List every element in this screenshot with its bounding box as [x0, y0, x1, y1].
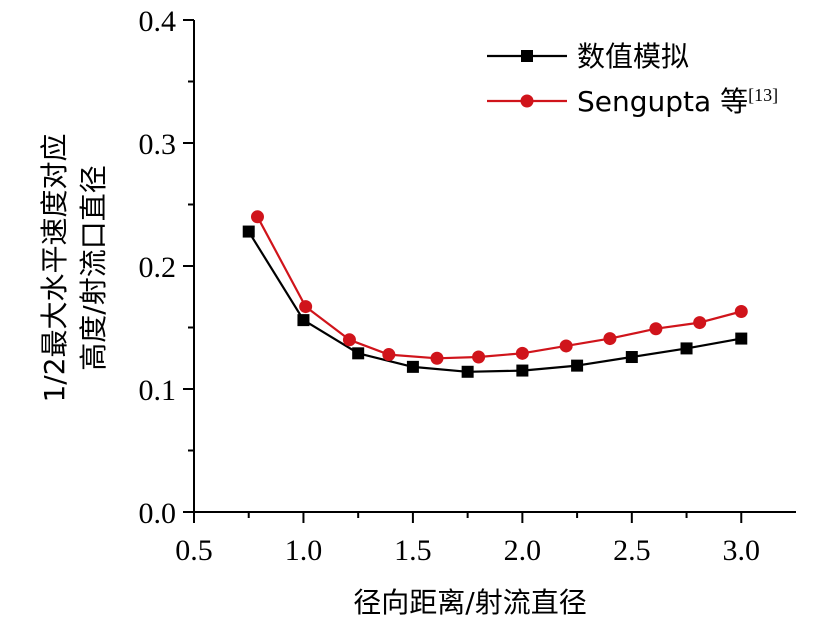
legend-label: 数值模拟 [577, 40, 689, 73]
y-tick-label: 0.2 [139, 251, 177, 284]
x-tick-label: 2.5 [613, 534, 651, 567]
data-point [735, 332, 748, 345]
data-point [515, 346, 529, 360]
data-point [734, 305, 748, 319]
data-point [625, 351, 638, 364]
legend-marker [521, 50, 533, 62]
data-point [297, 314, 310, 327]
data-point [472, 350, 486, 364]
data-point [250, 210, 264, 224]
legend-item-2: Sengupta 等[13] [487, 85, 778, 118]
ticks [183, 19, 743, 523]
x-tick-label: 3.0 [723, 534, 761, 567]
x-axis-title: 径向距离/射流直径 [353, 586, 586, 619]
series-2 [250, 210, 748, 365]
data-point [461, 365, 474, 378]
series-line [256, 216, 742, 360]
data-point [242, 225, 255, 238]
data-point [352, 347, 365, 360]
data-point [680, 342, 693, 355]
x-tick-label: 2.0 [504, 534, 542, 567]
legend-marker [520, 94, 534, 108]
y-tick-label: 0.3 [139, 128, 177, 161]
data-point [342, 333, 356, 347]
data-point [649, 322, 663, 336]
x-tick-label: 1.5 [394, 534, 432, 567]
data-point [430, 351, 444, 365]
data-point [603, 332, 617, 346]
data-point [299, 300, 313, 314]
legend-label: Sengupta 等[13] [577, 85, 778, 118]
data-point [516, 364, 529, 377]
y-axis-title-line-2: 高度/射流口直径 [77, 165, 110, 370]
series-line [247, 231, 742, 373]
y-tick-label: 0.4 [139, 5, 177, 38]
tick-labels: 0.5 1.0 1.5 2.0 2.5 3.0 0.0 0.1 0.2 0.3 0.4 [139, 5, 761, 567]
data-point [571, 359, 584, 372]
data-point [406, 360, 419, 373]
y-tick-label: 0.0 [139, 497, 177, 530]
series-1 [242, 225, 748, 378]
data-point [382, 348, 396, 362]
legend-superscript: [13] [748, 85, 778, 105]
legend: 数值模拟 Sengupta 等[13] [487, 40, 778, 118]
data-point [559, 339, 573, 353]
y-tick-label: 0.1 [139, 374, 177, 407]
series-layer [242, 210, 748, 378]
data-point [693, 316, 707, 330]
y-axis-title-line-1: 1/2最大水平速度对应 [38, 133, 71, 402]
x-tick-label: 0.5 [175, 534, 213, 567]
x-tick-label: 1.0 [285, 534, 323, 567]
legend-item-1: 数值模拟 [487, 40, 689, 73]
